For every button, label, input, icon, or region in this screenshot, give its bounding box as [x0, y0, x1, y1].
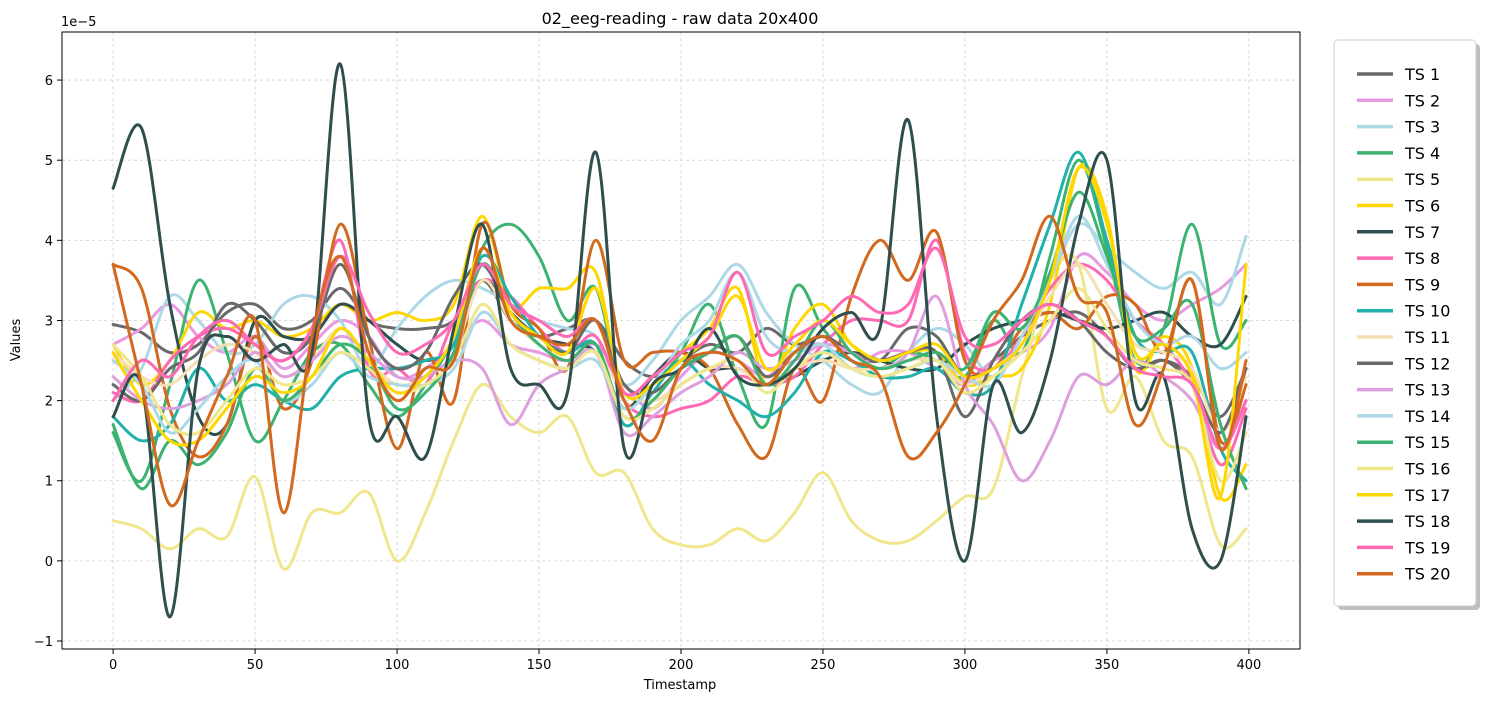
series-line-ts-14	[111, 214, 1248, 435]
series-line-ts-20	[111, 214, 1248, 515]
legend-label: TS 8	[1404, 249, 1440, 268]
legend-label: TS 13	[1404, 381, 1450, 400]
y-tick-label: 2	[45, 395, 53, 410]
y-tick-label: 4	[45, 234, 53, 249]
x-tick-label: 350	[1095, 658, 1120, 673]
legend-label: TS 14	[1404, 407, 1450, 426]
legend-label: TS 12	[1404, 354, 1450, 373]
series-lines	[111, 62, 1248, 619]
x-tick-label: 250	[811, 658, 836, 673]
legend-label: TS 16	[1404, 460, 1450, 479]
legend-label: TS 9	[1404, 275, 1440, 294]
y-tick-label: 5	[45, 154, 53, 169]
x-tick-label: 50	[247, 658, 264, 673]
x-tick-label: 200	[669, 658, 694, 673]
legend-label: TS 11	[1404, 328, 1450, 347]
legend-label: TS 15	[1404, 433, 1450, 452]
x-axis-label: Timestamp	[643, 678, 717, 693]
legend-label: TS 20	[1404, 565, 1450, 584]
y-tick-label: 6	[45, 74, 53, 89]
y-axis-ticks: −1 0 1 2 3 4 5 6	[34, 74, 62, 650]
legend-label: TS 5	[1404, 170, 1440, 189]
y-tick-label: 1	[45, 475, 53, 490]
x-tick-label: 300	[953, 658, 978, 673]
legend-label: TS 2	[1404, 91, 1440, 110]
legend-label: TS 17	[1404, 486, 1450, 505]
x-tick-label: 400	[1236, 658, 1261, 673]
legend: TS 1 TS 2 TS 3 TS 4 TS 5 TS 6 TS 7 TS 8 TS 9 TS 1…	[1333, 39, 1480, 610]
x-tick-label: 0	[109, 658, 117, 673]
series-line-ts-19	[111, 246, 1248, 451]
series-line-ts-10	[111, 150, 1248, 483]
chart-title: 02_eeg-reading - raw data 20x400	[542, 9, 819, 29]
x-tick-label: 100	[385, 658, 410, 673]
x-axis-ticks: 0 50 100 150 200 250 300 350 400	[109, 649, 1261, 673]
legend-label: TS 3	[1404, 118, 1440, 137]
legend-label: TS 19	[1404, 538, 1450, 557]
y-tick-label: −1	[34, 635, 53, 650]
series-line-ts-2	[111, 252, 1248, 411]
y-tick-label: 0	[45, 555, 53, 570]
legend-label: TS 18	[1404, 512, 1450, 531]
grid-lines	[62, 32, 1300, 649]
y-tick-label: 3	[45, 314, 53, 329]
y-axis-label: Values	[9, 319, 24, 362]
legend-label: TS 4	[1404, 144, 1440, 163]
legend-label: TS 7	[1404, 223, 1440, 242]
x-tick-label: 150	[527, 658, 552, 673]
series-line-ts-5	[111, 253, 1248, 571]
y-axis-offset-text: 1e−5	[61, 15, 96, 30]
series-line-ts-4	[111, 158, 1248, 483]
legend-label: TS 10	[1404, 302, 1450, 321]
series-line-ts-18	[111, 62, 1248, 619]
series-line-ts-16	[111, 286, 1248, 483]
legend-label: TS 6	[1404, 197, 1440, 216]
legend-label: TS 1	[1404, 65, 1440, 84]
